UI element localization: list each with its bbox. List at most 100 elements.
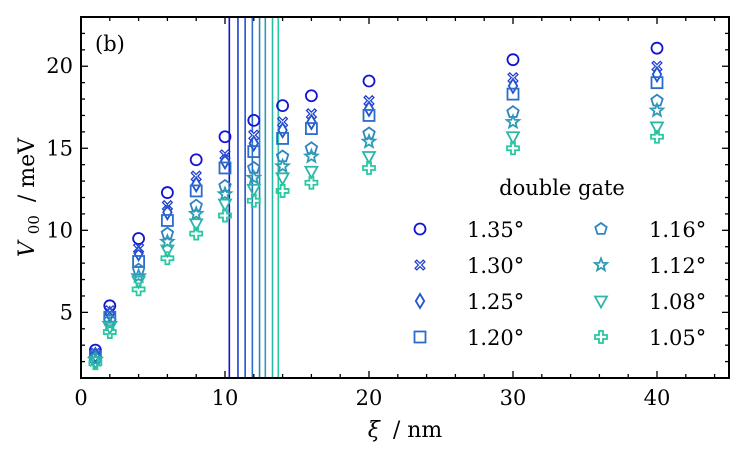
data-point: [277, 121, 288, 139]
data-point: [360, 132, 378, 149]
data-point: [274, 157, 292, 174]
legend: double gate 1.35° 1.30° 1.25° 1.20° 1.16° 1.1…: [413, 176, 706, 350]
legend-marker: [592, 256, 610, 273]
legend-item: 1.20°: [413, 326, 524, 350]
data-point: [649, 121, 665, 136]
data-point: [219, 152, 231, 171]
legend-item: 1.25°: [414, 290, 524, 314]
ticks: 0 10 20 30 40 5 10 15 20: [46, 16, 729, 410]
x-tick-label: 30: [500, 386, 527, 410]
legend-marker: [414, 292, 426, 310]
legend-title: double gate: [499, 176, 625, 200]
legend-label: 1.30°: [467, 254, 524, 278]
data-point: [247, 113, 261, 127]
data-point: [304, 122, 318, 135]
y-tick-label: 10: [46, 218, 73, 242]
data-point: [650, 41, 664, 55]
data-point: [189, 184, 203, 198]
legend-marker: [594, 330, 608, 344]
data-point: [160, 214, 174, 227]
data-point: [302, 147, 320, 164]
data-point: [651, 65, 663, 84]
data-point: [361, 151, 377, 165]
data-point: [362, 74, 376, 88]
data-point: [131, 262, 146, 276]
x-axis-symbol: ξ: [368, 418, 382, 443]
data-point: [650, 76, 664, 90]
data-point: [218, 161, 232, 175]
y-tick-label: 20: [46, 54, 73, 78]
data-point: [102, 325, 117, 339]
data-point: [504, 113, 522, 130]
plot-frame: [80, 16, 730, 379]
data-point: [188, 218, 204, 233]
data-point: [160, 226, 175, 240]
data-point: [505, 131, 521, 146]
data-point: [159, 244, 175, 259]
legend-item: 1.16°: [594, 218, 706, 242]
data-point: [362, 126, 376, 140]
data-point: [506, 141, 520, 156]
series-1: [89, 41, 664, 357]
data-point: [131, 282, 146, 297]
x-tick-label: 20: [356, 386, 383, 410]
series-2: [89, 60, 663, 360]
y-tick-label: 15: [46, 136, 73, 160]
legend-label: 1.20°: [467, 326, 524, 350]
data-point: [158, 232, 176, 250]
data-point: [218, 208, 232, 223]
data-point: [650, 129, 664, 144]
vertical-lines: [228, 17, 280, 378]
data-point: [133, 244, 144, 263]
data-point: [246, 183, 262, 198]
x-axis-label: ξ / nm: [368, 418, 443, 443]
data-point: [246, 193, 261, 208]
panel-label: (b): [95, 32, 125, 56]
legend-label: 1.05°: [649, 326, 706, 350]
data-point: [275, 184, 290, 198]
data-point: [363, 100, 375, 118]
series-5: [88, 93, 664, 365]
data-point: [362, 161, 376, 175]
legend-marker: [593, 295, 609, 310]
data-point: [162, 203, 173, 222]
data-point: [303, 165, 319, 180]
data-point: [217, 198, 233, 213]
data-point: [88, 356, 103, 371]
data-point: [648, 101, 666, 118]
legend-label: 1.25°: [467, 290, 524, 314]
x-tick-label: 10: [212, 386, 239, 410]
data-point: [160, 251, 175, 266]
legend-marker: [413, 222, 427, 236]
y-axis-symbol: V: [15, 239, 40, 257]
data-point: [130, 267, 148, 284]
data-point: [248, 134, 260, 153]
series-7: [87, 121, 665, 370]
legend-marker: [594, 221, 608, 235]
data-point: [304, 89, 318, 103]
data-point: [362, 109, 376, 122]
series-4: [89, 76, 664, 364]
y-axis-unit: / meV: [15, 137, 40, 202]
data-point: [189, 226, 204, 241]
legend-label: 1.12°: [649, 254, 706, 278]
data-point: [218, 130, 232, 144]
data-point: [216, 185, 234, 202]
data-point: [245, 168, 263, 186]
series-3: [90, 65, 663, 364]
data-point: [218, 178, 232, 192]
legend-marker: [414, 259, 426, 271]
data-point: [276, 132, 290, 145]
legend-label: 1.08°: [649, 290, 706, 314]
data-point: [132, 255, 146, 268]
data-point: [102, 321, 118, 336]
x-tick-label: 0: [74, 386, 87, 410]
y-tick-label: 5: [60, 300, 73, 324]
legend-item: 1.30°: [414, 254, 524, 278]
data-point: [131, 275, 147, 290]
data-point: [247, 145, 261, 158]
series-6: [86, 101, 666, 368]
legend-label: 1.16°: [649, 218, 706, 242]
data-point: [276, 99, 290, 113]
data-points: [86, 41, 666, 371]
